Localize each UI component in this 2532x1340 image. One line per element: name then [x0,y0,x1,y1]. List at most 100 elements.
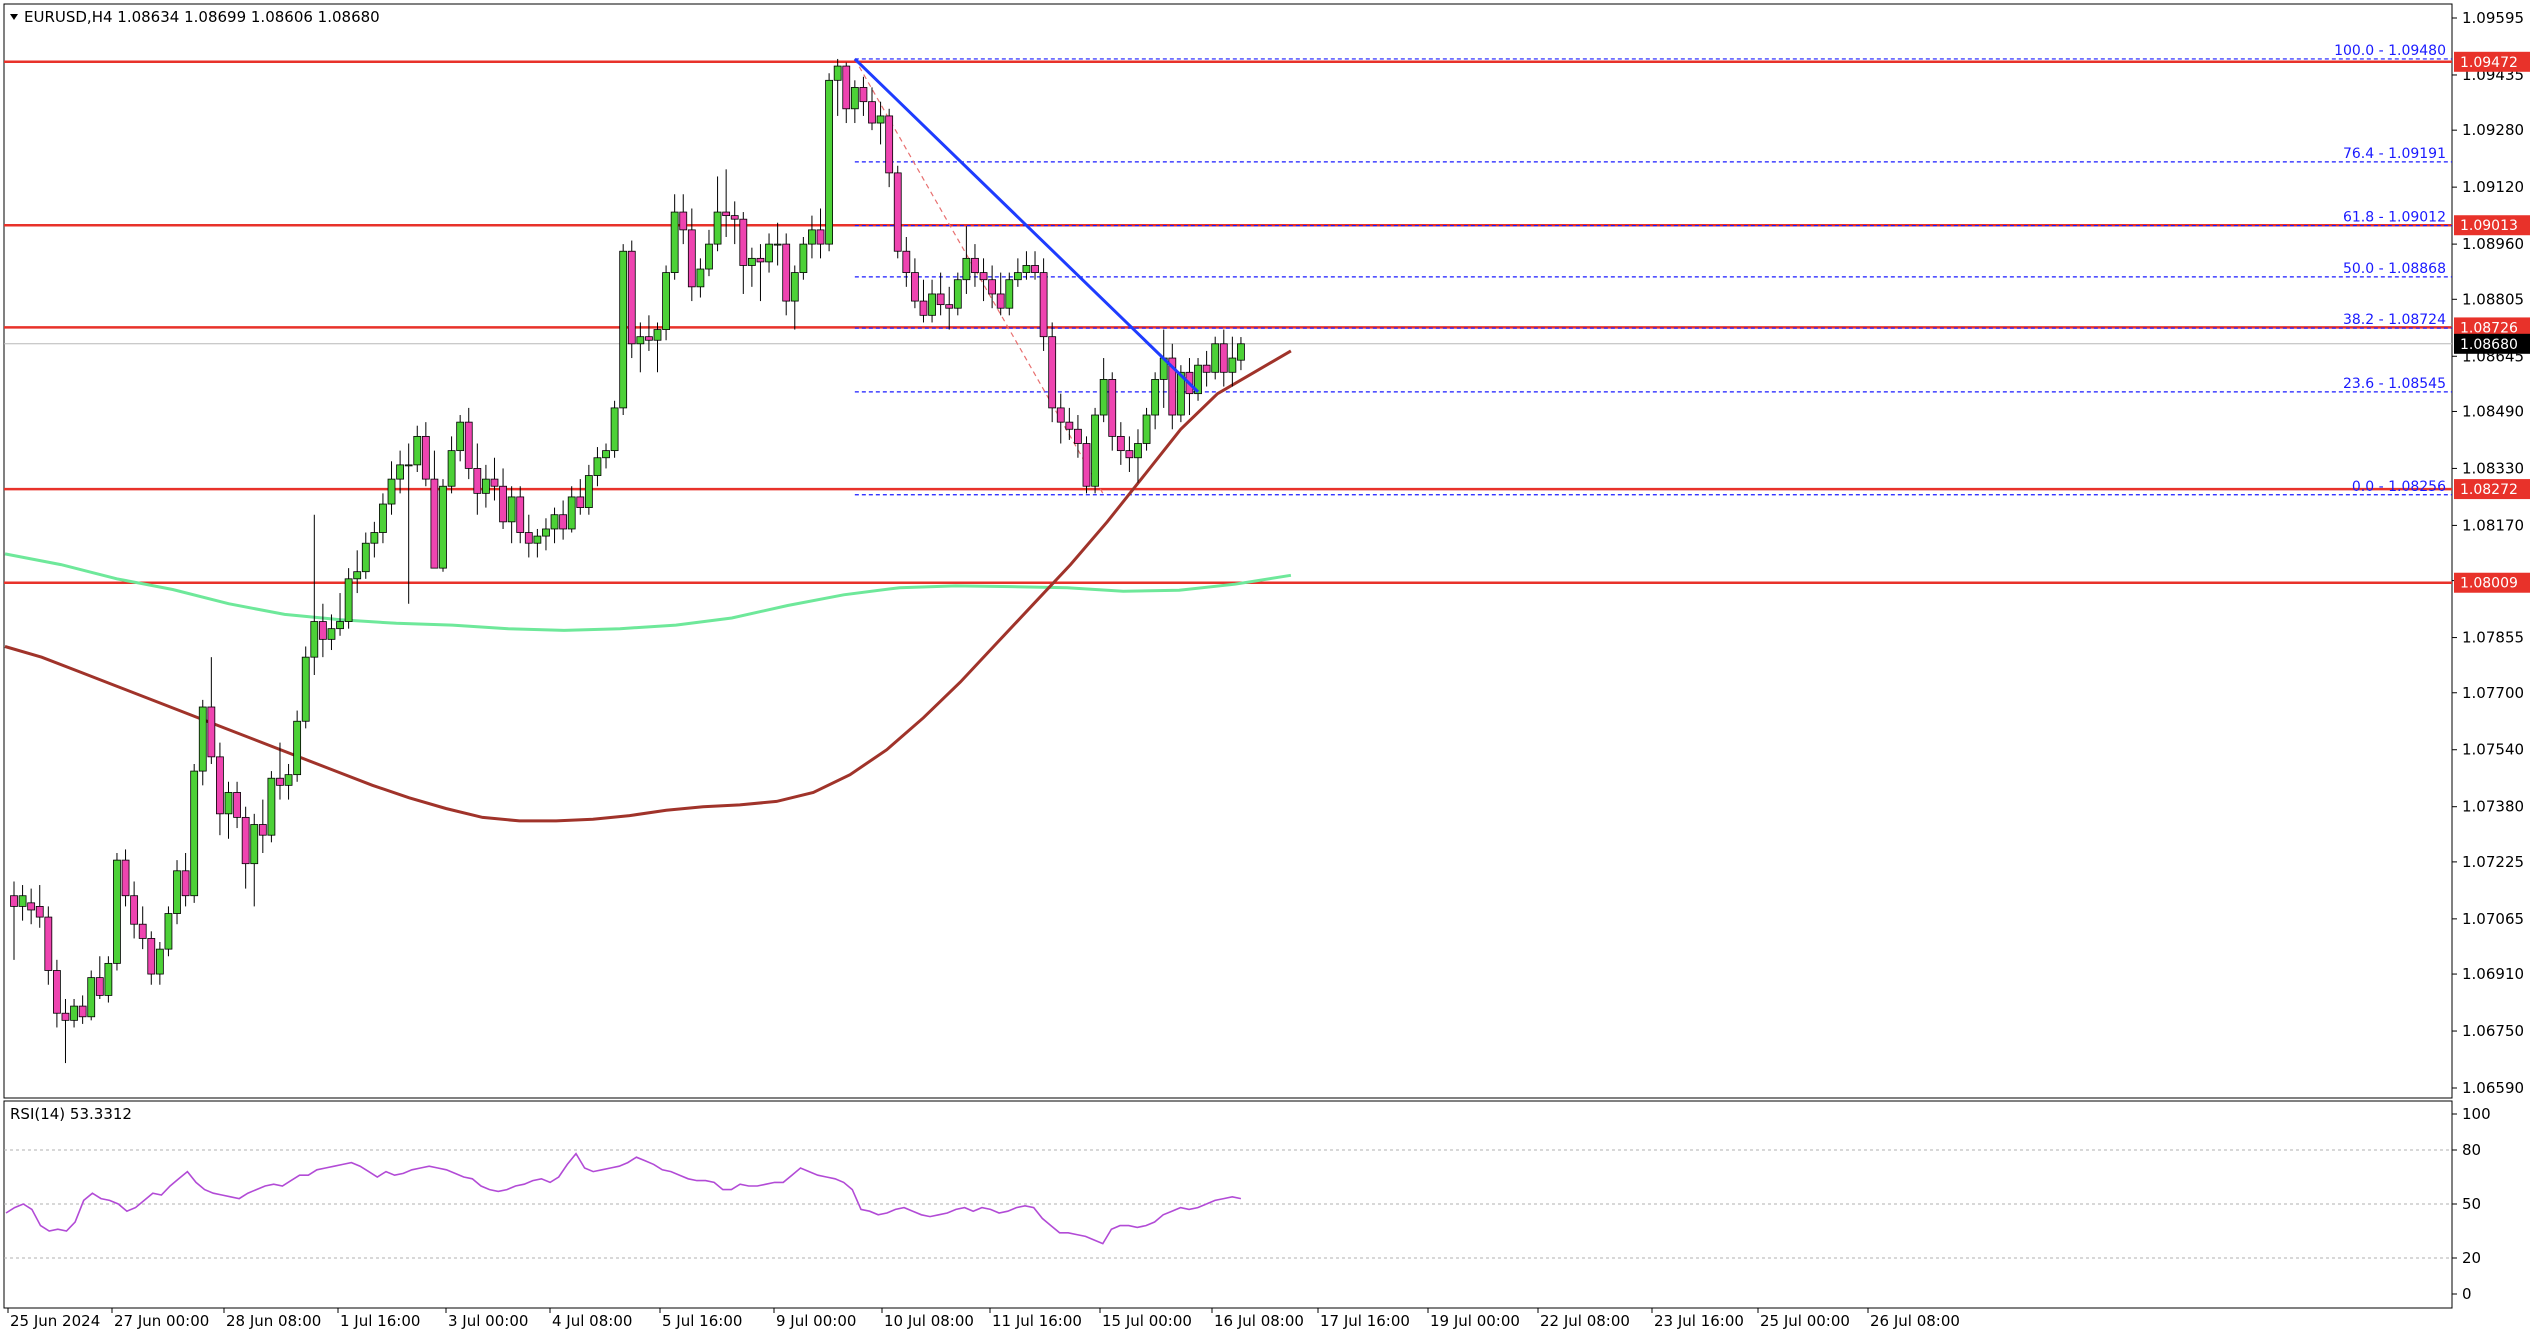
fib-level-label: 0.0 - 1.08256 [2352,479,2446,495]
fib-level-label: 100.0 - 1.09480 [2334,43,2446,59]
bear-candle-body [1108,379,1117,437]
time-tick-label: 3 Jul 00:00 [448,1312,528,1330]
price-tick-label: 1.07855 [2462,629,2524,647]
candle [919,279,928,323]
bear-candle-body [1048,336,1057,409]
candle [1065,407,1074,440]
candle [790,265,799,330]
candle [18,885,27,921]
candle [584,464,593,515]
bull-candle-body [481,478,490,494]
bull-candle-body [602,450,610,459]
bear-candle-body [147,938,156,975]
candle [576,479,585,515]
candle [1237,337,1245,371]
bear-candle-body [138,923,147,939]
bear-candle-body [1074,428,1082,444]
candle [421,422,430,487]
bull-candle-body [507,496,516,523]
candle [936,272,945,316]
bear-candle-body [859,87,868,103]
bear-candle-body [1116,435,1125,452]
bull-candle-body [928,293,936,316]
bull-candle-body [636,336,645,345]
candle [138,906,147,950]
candle [696,258,705,298]
price-tick-label: 1.06750 [2462,1022,2524,1040]
resistance-price-badge [2454,215,2530,236]
candle [850,80,859,124]
candle [95,956,104,999]
candle [53,959,61,1028]
candle [747,247,756,287]
price-tick-label: 1.07225 [2462,853,2524,871]
bear-candle-body [1219,343,1228,373]
candle [816,208,825,259]
bull-candle-body [1134,443,1142,459]
rsi-tick-label: 50 [2462,1195,2481,1213]
candle [962,226,971,294]
candle [765,233,773,273]
fibonacci-levels: 100.0 - 1.09480 76.4 - 1.09191 61.8 - 1.09… [854,43,2452,496]
trendline-group [853,57,1200,393]
bull-candle-body [379,503,387,533]
candle [190,763,199,903]
bear-candle-body [627,250,636,345]
bull-candle-body [447,450,456,487]
candle [1219,329,1228,387]
time-tick-label: 23 Jul 16:00 [1654,1312,1744,1330]
candle [533,528,542,558]
bear-candle-body [1039,272,1048,338]
candle [310,514,319,675]
bear-candle-body [464,421,473,469]
bear-candle-body [318,621,327,640]
candle [945,286,954,330]
candle [301,646,310,729]
candle [361,532,370,579]
candle [507,486,516,544]
bear-candle-body [902,250,911,273]
time-tick-label: 27 Jun 00:00 [114,1312,209,1330]
candle [44,906,53,985]
candle [971,244,979,287]
ma-slow-line [4,552,1292,632]
bear-candle-body [258,824,267,836]
candle [1074,415,1082,458]
resistance-price-badge [2454,479,2530,500]
resistance-price-badge-label: 1.08726 [2460,320,2518,336]
bull-candle-body [833,65,842,81]
candle [1048,322,1057,423]
candle [1151,372,1160,430]
bear-candle-body [10,895,18,907]
candle [379,493,387,544]
bear-candle-body [782,243,791,302]
candle [782,233,791,316]
candle [481,464,490,508]
bear-candle-body [1168,357,1177,416]
candle [353,550,362,594]
candle [730,201,739,245]
price-tick-label: 1.08170 [2462,516,2524,534]
bear-candle-body [885,115,894,174]
candle [1108,372,1117,451]
time-tick-label: 16 Jul 08:00 [1214,1312,1304,1330]
bear-candle-body [679,211,688,231]
chevron-down-icon[interactable] [10,14,18,20]
candle [113,852,121,971]
resistance-price-badge-label: 1.09472 [2460,55,2518,71]
bear-candle-body [130,895,139,925]
bear-candle-body [730,215,739,220]
candle [104,956,113,1003]
bull-candle-body [113,859,121,964]
bull-candle-body [155,948,164,975]
candle [267,771,276,843]
moving-averages [4,349,1292,823]
candle [988,265,997,309]
bearish-trendline[interactable] [853,57,1200,393]
bear-candle-body [1202,364,1211,373]
candle [808,215,816,259]
bear-candle-body [936,293,945,306]
candle [1091,407,1099,494]
